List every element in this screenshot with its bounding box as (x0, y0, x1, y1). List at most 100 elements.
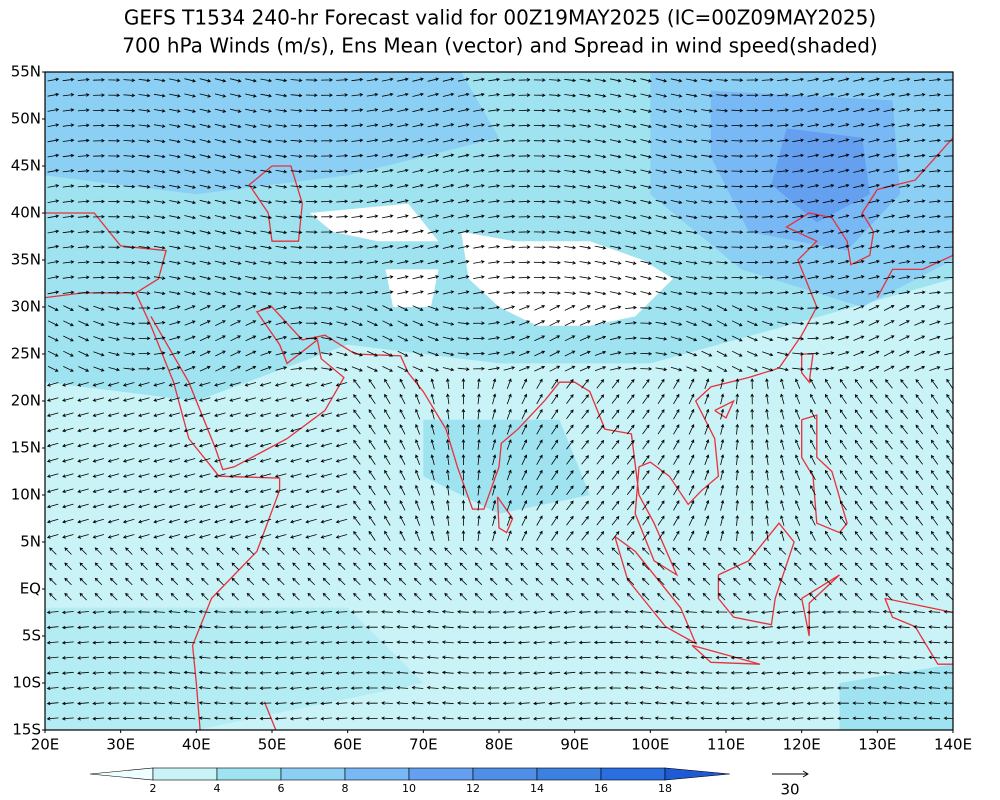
wind-vector (791, 656, 804, 660)
wind-vector (944, 336, 953, 340)
wind-vector (503, 351, 516, 356)
wind-vector (900, 577, 908, 586)
wind-vector (503, 229, 516, 234)
wind-vector (244, 412, 257, 417)
wind-vector (761, 701, 773, 706)
wind-vector (853, 138, 865, 143)
wind-vector (594, 260, 607, 265)
wind-vector (229, 442, 241, 448)
wind-vector (457, 701, 469, 705)
wind-vector (381, 640, 393, 645)
wind-vector (549, 139, 561, 143)
wind-vector (506, 454, 512, 466)
wind-vector (62, 473, 74, 478)
wind-vector (108, 291, 121, 295)
wind-vector (123, 108, 136, 113)
wind-vector (762, 366, 774, 372)
wind-vector (153, 351, 166, 355)
wind-vector (822, 336, 835, 340)
wind-vector (869, 500, 878, 511)
wind-vector (735, 514, 740, 526)
wind-vector (214, 397, 226, 402)
wind-vector (897, 609, 910, 614)
wind-vector (746, 214, 759, 219)
wind-vector (492, 514, 497, 526)
wind-vector (913, 93, 926, 97)
wind-vector (750, 393, 754, 405)
wind-vector (93, 336, 105, 342)
wind-vector (731, 291, 744, 295)
wind-vector (639, 685, 652, 690)
wind-vector (365, 686, 378, 690)
wind-vector (626, 592, 635, 601)
colorbar-label: 18 (658, 782, 672, 795)
wind-vector (639, 670, 652, 675)
wind-vector (579, 245, 592, 250)
wind-vector (411, 716, 424, 720)
wind-vector (564, 78, 577, 83)
wind-vector (701, 366, 713, 372)
wind-vector (701, 154, 713, 159)
wind-vector (944, 260, 953, 265)
wind-vector (426, 716, 439, 720)
wind-vector (730, 701, 743, 706)
wind-vector (473, 168, 485, 173)
wind-vector (184, 169, 197, 174)
wind-vector (535, 592, 543, 601)
wind-vector (897, 655, 910, 660)
wind-vector (427, 351, 439, 357)
wind-vector (733, 562, 741, 570)
wind-vector (412, 138, 424, 143)
wind-vector (198, 412, 211, 417)
lon-label: 50E (258, 736, 287, 754)
wind-vector (946, 515, 953, 526)
wind-vector (412, 244, 424, 249)
wind-vector (731, 108, 744, 113)
wind-vector (275, 245, 288, 250)
wind-vector (46, 518, 59, 524)
wind-vector (715, 655, 728, 660)
wind-vector (593, 686, 606, 690)
wind-vector (868, 259, 880, 265)
wind-vector (748, 547, 756, 555)
wind-vector (488, 229, 501, 234)
wind-vector (688, 408, 695, 420)
wind-vector (320, 686, 333, 691)
wind-vector (396, 640, 409, 644)
lon-label: 40E (182, 736, 211, 754)
wind-vector (761, 716, 773, 721)
wind-vector (581, 439, 589, 450)
wind-vector (579, 93, 592, 98)
wind-vector (274, 473, 287, 478)
wind-vector (368, 562, 376, 570)
wind-vector (77, 625, 89, 630)
wind-vector (337, 592, 346, 601)
wind-vector (492, 378, 497, 390)
wind-vector (321, 93, 333, 97)
wind-vector (761, 671, 773, 675)
lat-label: 40N (11, 204, 41, 222)
wind-vector (883, 92, 896, 97)
wind-vector (944, 351, 953, 356)
wind-vector (611, 562, 619, 570)
wind-vector (168, 397, 181, 402)
wind-vector (517, 610, 530, 615)
wind-vector (259, 701, 272, 706)
wind-vector (353, 515, 361, 526)
wind-vector (199, 260, 212, 265)
wind-vector (305, 78, 318, 82)
wind-vector (198, 655, 211, 660)
wind-vector (702, 592, 711, 601)
wind-vector (776, 716, 789, 721)
wind-vector (596, 409, 605, 419)
wind-vector (518, 245, 531, 249)
wind-vector (442, 138, 455, 143)
wind-vector (351, 77, 364, 82)
wind-vector (928, 610, 941, 614)
wind-vector (47, 229, 60, 234)
wind-vector (502, 655, 515, 660)
wind-vector (92, 473, 105, 478)
wind-vector (780, 378, 785, 390)
wind-vector (807, 214, 820, 219)
wind-vector (198, 427, 211, 433)
